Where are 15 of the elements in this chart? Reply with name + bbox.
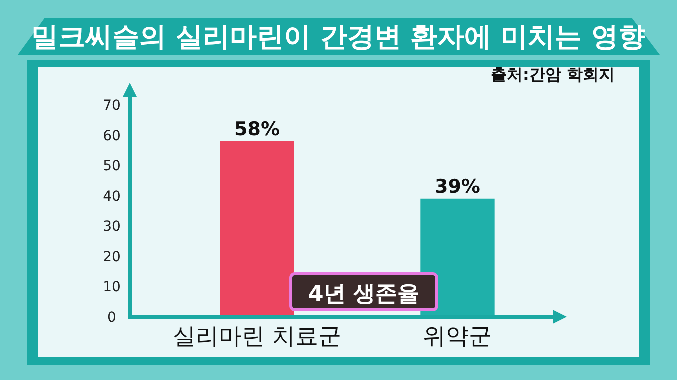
x-axis-title: 4년 생존율 <box>308 282 420 307</box>
y-tick-label: 50 <box>103 158 121 175</box>
x-tick-label: 실리마린 치료군 <box>173 324 342 350</box>
data-label: 39% <box>435 176 480 198</box>
y-tick-label: 0 <box>108 310 116 326</box>
y-tick-label: 70 <box>103 98 121 114</box>
y-tick-label: 60 <box>103 128 121 144</box>
y-tick-label: 40 <box>103 188 121 205</box>
y-tick-label: 20 <box>103 249 121 266</box>
y-tick-label: 10 <box>103 280 121 296</box>
y-tick-label: 30 <box>103 219 121 236</box>
x-tick-label: 위약군 <box>423 324 492 350</box>
data-label: 58% <box>234 118 280 140</box>
source-note: 출처:간암 학회지 <box>491 65 615 84</box>
chart-title: 밀크씨슬의 실리마린이 간경변 환자에 미치는 영향 <box>32 22 646 53</box>
